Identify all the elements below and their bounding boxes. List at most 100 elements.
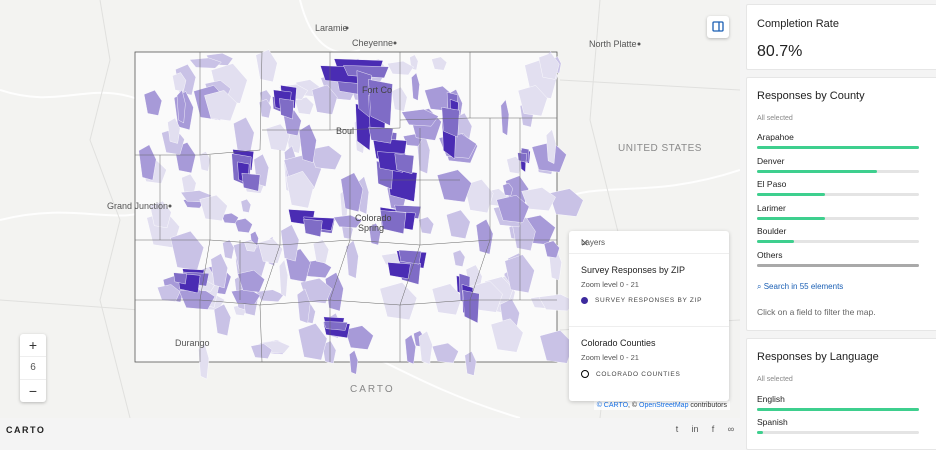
zip-area[interactable] xyxy=(446,209,471,239)
zip-area[interactable] xyxy=(340,172,364,212)
zip-area[interactable] xyxy=(173,272,187,285)
zip-area[interactable] xyxy=(170,230,204,271)
zip-area[interactable] xyxy=(138,144,157,181)
category-row[interactable]: Denver xyxy=(757,156,919,173)
zip-area[interactable] xyxy=(265,123,291,152)
zip-area[interactable] xyxy=(244,240,258,252)
close-icon[interactable]: × xyxy=(581,235,589,250)
zoom-out-button[interactable]: − xyxy=(28,383,38,399)
zip-area[interactable] xyxy=(237,270,265,293)
zip-area[interactable] xyxy=(411,72,420,101)
zip-area[interactable] xyxy=(181,173,197,197)
zip-area[interactable] xyxy=(298,323,328,361)
zip-area[interactable] xyxy=(431,56,448,71)
zip-area[interactable] xyxy=(387,262,411,280)
zip-area[interactable] xyxy=(543,240,560,259)
zip-area[interactable] xyxy=(233,238,269,279)
zip-area[interactable] xyxy=(255,49,278,83)
zip-area[interactable] xyxy=(398,249,422,265)
zip-area[interactable] xyxy=(285,170,314,209)
twitter-icon[interactable]: t xyxy=(675,424,679,434)
category-row[interactable]: English xyxy=(757,394,919,411)
zip-area[interactable] xyxy=(322,340,337,364)
zip-area[interactable] xyxy=(464,179,494,214)
zip-area[interactable] xyxy=(255,289,285,302)
map-area[interactable]: Laramie Cheyenne North Platte Grand Junc… xyxy=(0,0,740,418)
zip-area[interactable] xyxy=(349,350,359,375)
zip-area[interactable] xyxy=(308,145,342,170)
zip-area[interactable] xyxy=(546,129,557,164)
zip-area[interactable] xyxy=(391,86,408,112)
zip-area[interactable] xyxy=(548,188,584,217)
zip-area[interactable] xyxy=(279,98,295,120)
zip-area[interactable] xyxy=(496,194,530,223)
zip-area[interactable] xyxy=(517,85,548,117)
zip-area[interactable] xyxy=(198,151,211,172)
zip-area[interactable] xyxy=(198,343,210,380)
zip-area[interactable] xyxy=(380,210,407,234)
zip-area[interactable] xyxy=(157,284,181,302)
zip-area[interactable] xyxy=(172,72,187,92)
zip-area[interactable] xyxy=(431,342,459,364)
zip-area[interactable] xyxy=(394,153,415,174)
legend-toggle-button[interactable] xyxy=(707,16,729,38)
category-row[interactable]: Arapahoe xyxy=(757,132,919,149)
zip-area[interactable] xyxy=(312,239,330,264)
zip-area[interactable] xyxy=(368,79,393,126)
zip-area[interactable] xyxy=(234,218,253,233)
county-search-link[interactable]: ⌕ Search in 55 elements xyxy=(757,282,844,291)
zip-area[interactable] xyxy=(220,212,239,224)
zip-area[interactable] xyxy=(404,334,416,365)
zip-area[interactable] xyxy=(500,99,510,136)
link-icon[interactable]: ∞ xyxy=(727,424,735,434)
zip-area[interactable] xyxy=(296,288,311,324)
zip-area[interactable] xyxy=(258,98,272,119)
category-row[interactable]: Boulder xyxy=(757,226,919,243)
zip-area[interactable] xyxy=(333,214,363,228)
zip-area[interactable] xyxy=(189,57,222,69)
zip-area[interactable] xyxy=(278,259,289,298)
zip-area[interactable] xyxy=(204,90,238,122)
carto-attribution-link[interactable]: © CARTO xyxy=(596,402,629,409)
zip-area[interactable] xyxy=(379,282,418,321)
zip-area[interactable] xyxy=(475,219,494,255)
zip-area[interactable] xyxy=(149,200,172,229)
zip-area[interactable] xyxy=(323,321,348,331)
zip-area[interactable] xyxy=(298,123,317,163)
zip-area[interactable] xyxy=(303,218,323,237)
zip-area[interactable] xyxy=(344,325,374,350)
zip-area[interactable] xyxy=(222,239,235,260)
zip-area[interactable] xyxy=(418,216,434,235)
linkedin-icon[interactable]: in xyxy=(691,424,699,434)
zip-area[interactable] xyxy=(452,249,466,267)
zip-area[interactable] xyxy=(418,330,433,365)
category-row[interactable]: Larimer xyxy=(757,203,919,220)
zip-area[interactable] xyxy=(441,107,460,138)
zip-area[interactable] xyxy=(176,89,186,124)
category-row[interactable]: Spanish xyxy=(757,417,919,434)
zip-area[interactable] xyxy=(506,156,523,174)
zip-area[interactable] xyxy=(387,60,414,76)
zip-area[interactable] xyxy=(241,172,261,192)
zip-area[interactable] xyxy=(436,169,472,203)
zip-area[interactable] xyxy=(294,96,315,115)
zip-area[interactable] xyxy=(368,222,381,246)
zip-area[interactable] xyxy=(538,52,560,80)
zip-area[interactable] xyxy=(345,240,359,279)
zip-area[interactable] xyxy=(490,318,524,353)
zip-area[interactable] xyxy=(504,254,535,294)
zip-area[interactable] xyxy=(431,283,463,316)
facebook-icon[interactable]: f xyxy=(711,424,715,434)
zip-area[interactable] xyxy=(311,84,338,115)
zip-area[interactable] xyxy=(167,117,181,144)
zip-area[interactable] xyxy=(213,303,231,336)
zoom-in-button[interactable]: + xyxy=(28,337,38,353)
zip-area[interactable] xyxy=(233,117,255,155)
zip-area[interactable] xyxy=(240,198,252,213)
zip-area[interactable] xyxy=(462,290,480,324)
zip-area[interactable] xyxy=(280,224,300,262)
category-row[interactable]: El Paso xyxy=(757,179,919,196)
zip-area[interactable] xyxy=(143,89,163,116)
zip-area[interactable] xyxy=(502,182,513,197)
zip-area[interactable] xyxy=(199,194,228,222)
